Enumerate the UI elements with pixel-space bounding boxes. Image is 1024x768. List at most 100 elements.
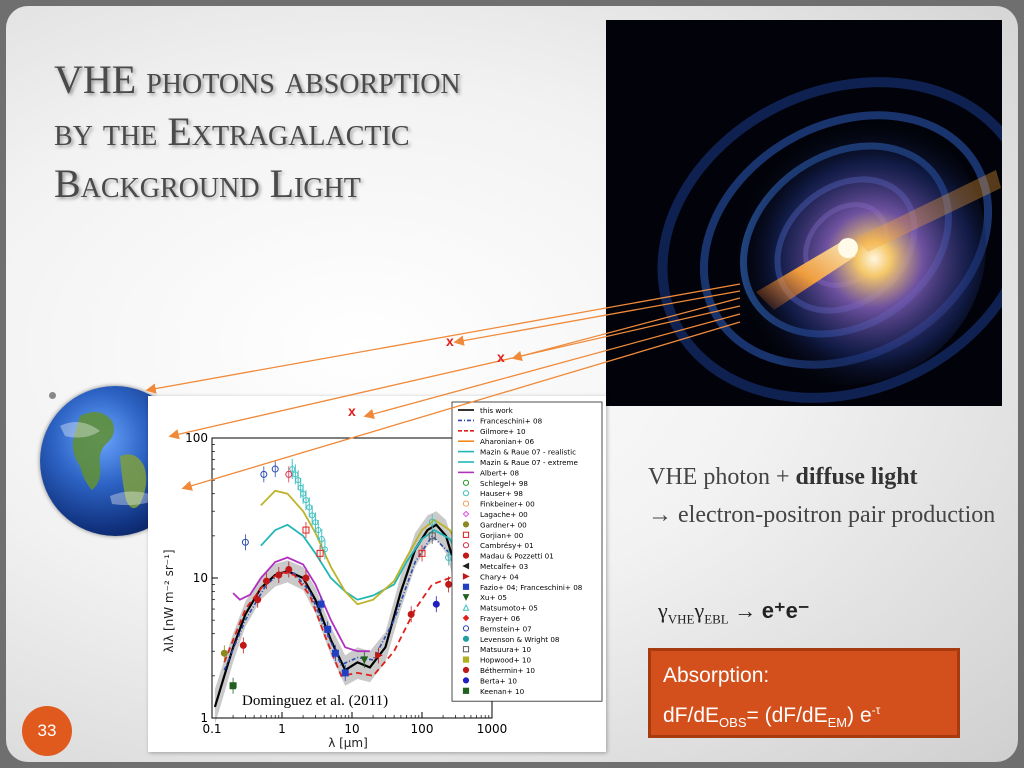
title-line-2: by the Extragalactic bbox=[54, 109, 410, 154]
legend-label-1: Franceschini+ 08 bbox=[480, 416, 543, 425]
uncertainty-band bbox=[214, 511, 465, 725]
data-point-1 bbox=[229, 682, 237, 690]
data-point-3 bbox=[254, 596, 262, 604]
legend-swatch-13 bbox=[462, 542, 470, 549]
data-point-21 bbox=[260, 470, 268, 478]
data-point-4 bbox=[262, 577, 270, 585]
y-tick-label-1: 10 bbox=[193, 571, 208, 585]
explanation-prefix: VHE photon + bbox=[648, 464, 796, 490]
data-point-17 bbox=[432, 600, 440, 608]
data-point-10 bbox=[331, 649, 339, 657]
cyan-point-9 bbox=[315, 527, 322, 534]
cyan-point-10 bbox=[318, 535, 325, 542]
series-line-1 bbox=[223, 534, 465, 671]
legend-label-3: Aharonian+ 06 bbox=[480, 437, 534, 446]
legend-label-21: Bernstein+ 07 bbox=[480, 624, 532, 633]
series-line-4 bbox=[260, 489, 465, 606]
legend-swatch-16 bbox=[462, 572, 470, 580]
data-point-25 bbox=[316, 549, 324, 557]
legend-swatch-9 bbox=[462, 500, 470, 507]
legend-swatch-25 bbox=[462, 666, 470, 674]
legend-label-19: Matsumoto+ 05 bbox=[480, 604, 538, 613]
legend-label-9: Finkbeiner+ 00 bbox=[480, 500, 535, 509]
data-point-22 bbox=[271, 465, 279, 473]
y-axis-label: λIλ [nW m⁻² sr⁻¹] bbox=[162, 549, 176, 652]
legend-swatch-26 bbox=[462, 677, 470, 684]
data-point-23 bbox=[285, 470, 293, 478]
data-point-12 bbox=[360, 656, 369, 665]
explanation-emphasis: diffuse light bbox=[795, 464, 918, 490]
legend-swatch-12 bbox=[462, 531, 470, 538]
legend-label-10: Lagache+ 00 bbox=[480, 510, 528, 519]
data-point-26 bbox=[428, 518, 436, 526]
data-point-11 bbox=[341, 669, 349, 677]
legend-swatch-7 bbox=[462, 479, 470, 486]
legend-swatch-17 bbox=[462, 583, 470, 590]
legend-label-7: Schlegel+ 98 bbox=[480, 479, 528, 488]
eq-part-a: dF/dE bbox=[663, 704, 720, 727]
legend-label-26: Berta+ 10 bbox=[480, 676, 517, 685]
data-point-13 bbox=[375, 651, 383, 660]
earth-artwork bbox=[60, 412, 160, 509]
data-point-6 bbox=[285, 566, 293, 574]
data-point-7 bbox=[302, 574, 310, 582]
data-point-8 bbox=[317, 600, 325, 608]
ebl-chart: 0.1 1 10 100 1000 1 10 100 λIλ [nW m⁻² sr⁻¹] λ … bbox=[148, 396, 606, 752]
legend-swatch-22 bbox=[462, 635, 470, 642]
ray-4 bbox=[168, 305, 741, 440]
ray-3 bbox=[511, 297, 741, 362]
legend-swatch-14 bbox=[462, 552, 470, 559]
absorption-equation: dF/dEOBS= (dF/dEEM) e-τ bbox=[663, 693, 945, 740]
legend-label-27: Keenan+ 10 bbox=[480, 687, 525, 696]
data-point-2 bbox=[239, 641, 247, 649]
slide-title: VHE photons absorption by the Extragalac… bbox=[54, 54, 574, 210]
legend-label-20: Frayer+ 06 bbox=[480, 614, 520, 623]
legend-box bbox=[451, 401, 603, 702]
chart-annotation: Dominguez et al. (2011) bbox=[242, 693, 388, 709]
legend-label-11: Gardner+ 00 bbox=[480, 520, 527, 529]
legend-label-24: Hopwood+ 10 bbox=[480, 656, 531, 665]
title-line-1: VHE photons absorption bbox=[54, 57, 461, 102]
data-point-20 bbox=[241, 538, 249, 546]
legend-swatch-23 bbox=[462, 646, 470, 653]
x-axis-label: λ [μm] bbox=[328, 736, 368, 750]
page-number: 33 bbox=[22, 706, 72, 756]
cyan-point-7 bbox=[309, 512, 316, 519]
legend-swatch-19 bbox=[462, 603, 470, 611]
absorption-title: Absorption: bbox=[663, 664, 770, 687]
data-point-24 bbox=[302, 526, 310, 534]
y-tick-label-2: 100 bbox=[185, 431, 208, 445]
physics-explanation: VHE photon + diffuse light → electron-po… bbox=[648, 458, 1018, 534]
legend-label-5: Mazin & Raue 07 - extreme bbox=[480, 458, 579, 467]
absorption-marker-3: x bbox=[348, 403, 356, 419]
ray-1 bbox=[145, 283, 741, 394]
eq-part-b: = (dF/dE bbox=[746, 704, 828, 727]
legend-label-0: this work bbox=[480, 406, 514, 415]
y-tick-label-0: 1 bbox=[200, 711, 208, 725]
reaction-gamma-1: γ bbox=[658, 598, 668, 623]
bullet-dot bbox=[49, 392, 56, 399]
reaction-sub-vhe: VHE bbox=[667, 611, 695, 627]
legend-label-18: Xu+ 05 bbox=[480, 593, 507, 602]
legend-swatch-20 bbox=[462, 614, 470, 622]
legend-label-15: Metcalfe+ 03 bbox=[480, 562, 528, 571]
data-point-5 bbox=[275, 571, 283, 579]
series-line-2 bbox=[223, 571, 465, 677]
legend-label-2: Gilmore+ 10 bbox=[480, 427, 526, 436]
legend-swatch-18 bbox=[462, 594, 470, 601]
data-point-14 bbox=[407, 610, 415, 618]
reaction-arrow: → bbox=[728, 598, 762, 623]
cyan-point-0 bbox=[289, 466, 296, 473]
legend-label-8: Hauser+ 98 bbox=[480, 489, 523, 498]
photon-rays: x x x bbox=[145, 283, 741, 491]
cyan-point-11 bbox=[321, 546, 328, 553]
series-line-5 bbox=[232, 556, 370, 653]
absorption-marker-2: x bbox=[497, 349, 505, 365]
legend-label-6: Albert+ 08 bbox=[480, 468, 520, 477]
pair-production-reaction: γVHEγEBL → e⁺e⁻ bbox=[658, 598, 809, 627]
legend-swatch-21 bbox=[462, 625, 470, 632]
eq-sup-tau: -τ bbox=[871, 703, 881, 717]
legend-label-25: Béthermin+ 10 bbox=[480, 666, 535, 675]
